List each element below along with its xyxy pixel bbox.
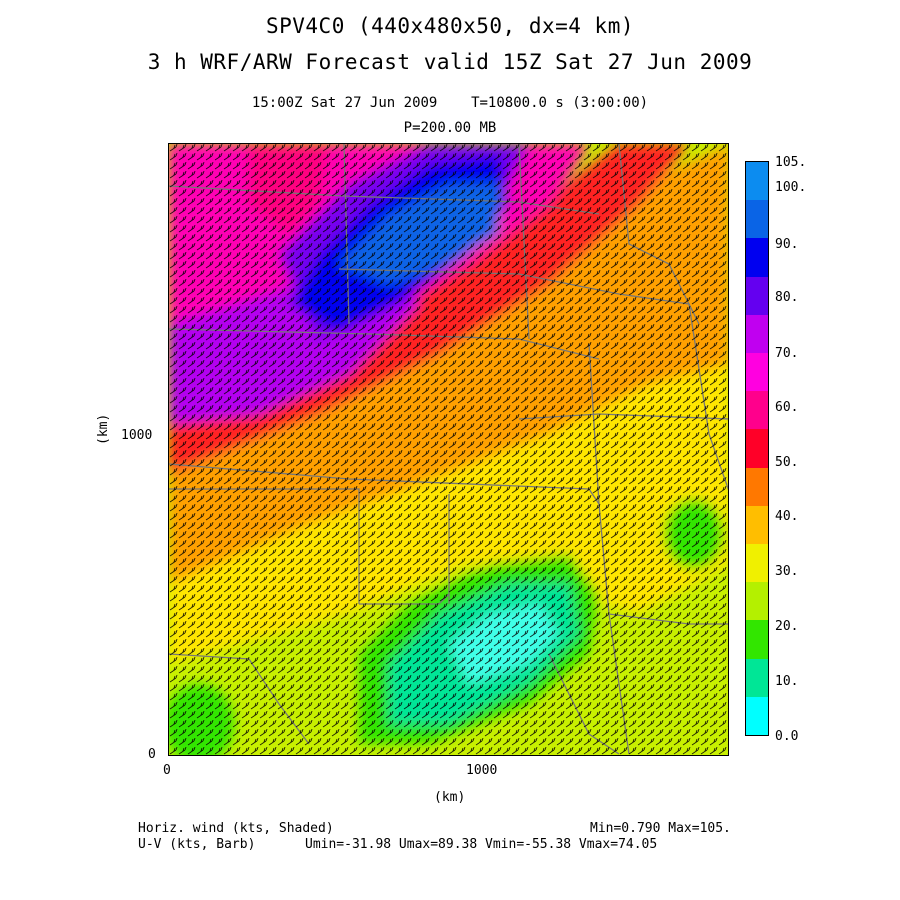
color-legend <box>745 161 769 736</box>
legend-label: 40. <box>775 509 799 524</box>
footer-uv-stats: Umin=-31.98 Umax=89.38 Vmin=-55.38 Vmax=… <box>305 837 658 852</box>
legend-color-swatch <box>746 276 768 316</box>
legend-color-swatch <box>746 238 768 278</box>
legend-color-swatch <box>746 620 768 660</box>
wind-barbs <box>169 144 728 755</box>
legend-color-swatch <box>746 467 768 507</box>
footer-min-max: Min=0.790 Max=105. <box>590 821 731 836</box>
legend-label: 0.0 <box>775 729 799 744</box>
legend-label: 30. <box>775 564 799 579</box>
valid-time-line: 15:00Z Sat 27 Jun 2009 T=10800.0 s (3:00… <box>251 95 649 111</box>
legend-label: 105. <box>775 155 807 170</box>
wind-field-svg <box>169 144 728 755</box>
legend-color-swatch <box>746 544 768 583</box>
footer-shaded-field: Horiz. wind (kts, Shaded) <box>138 821 334 836</box>
y-axis-label: (km) <box>96 413 111 445</box>
legend-label: 70. <box>775 346 799 361</box>
legend-color-swatch <box>746 200 768 239</box>
legend-label: 80. <box>775 290 799 305</box>
x-tick-0: 0 <box>163 763 171 778</box>
plot-title-line-2: 3 h WRF/ARW Forecast valid 15Z Sat 27 Ju… <box>147 50 753 74</box>
legend-label: 50. <box>775 455 799 470</box>
legend-color-swatch <box>746 353 768 392</box>
y-tick-0: 0 <box>148 747 156 762</box>
legend-color-swatch <box>746 696 768 736</box>
legend-color-swatch <box>746 429 768 469</box>
legend-color-swatch <box>746 658 768 698</box>
legend-label: 20. <box>775 619 799 634</box>
plot-title-line-1: SPV4C0 (440x480x50, dx=4 km) <box>265 14 634 38</box>
legend-color-swatch <box>746 391 768 430</box>
x-tick-1000: 1000 <box>466 763 498 778</box>
legend-label: 90. <box>775 237 799 252</box>
legend-label: 100. <box>775 180 807 195</box>
legend-color-swatch <box>746 582 768 621</box>
pressure-level: P=200.00 MB <box>403 120 497 136</box>
legend-color-swatch <box>746 162 768 201</box>
legend-color-swatch <box>746 314 768 354</box>
x-axis-label: (km) <box>434 790 466 805</box>
legend-label: 10. <box>775 674 799 689</box>
footer-barb-field: U-V (kts, Barb) <box>138 837 256 852</box>
y-tick-1000: 1000 <box>121 428 153 443</box>
legend-color-swatch <box>746 505 768 545</box>
wind-field-map <box>168 143 729 756</box>
legend-label: 60. <box>775 400 799 415</box>
